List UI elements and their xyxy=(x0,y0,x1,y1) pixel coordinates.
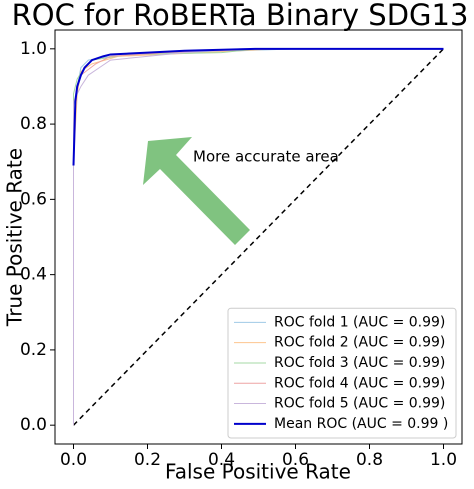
x-axis-label: False Positive Rate xyxy=(165,460,351,484)
legend-label: Mean ROC (AUC = 0.99 ) xyxy=(274,416,448,432)
annotation-arrow xyxy=(143,137,250,245)
roc-line xyxy=(72,47,444,166)
annotation: More accurate area xyxy=(193,148,339,166)
x-tick-label: 0.0 xyxy=(60,450,87,470)
y-tick-label: 0.0 xyxy=(20,415,47,435)
x-tick-label: 0.4 xyxy=(208,450,235,470)
y-tick-label: 0.4 xyxy=(20,265,47,285)
y-tick-label: 0.6 xyxy=(20,189,47,209)
x-tick-label: 0.6 xyxy=(282,450,309,470)
y-tick-label: 0.2 xyxy=(20,340,47,360)
x-tick-label: 1.0 xyxy=(430,450,457,470)
y-tick-label: 0.8 xyxy=(20,114,47,134)
legend-label: ROC fold 2 (AUC = 0.99) xyxy=(274,335,445,351)
y-tick-label: 1.0 xyxy=(20,39,47,59)
legend-box xyxy=(227,307,457,439)
legend-label: ROC fold 3 (AUC = 0.99) xyxy=(274,355,445,371)
x-tick-label: 0.8 xyxy=(356,450,383,470)
x-tick-label: 0.2 xyxy=(134,450,161,470)
legend-label: ROC fold 1 (AUC = 0.99) xyxy=(274,314,445,330)
y-axis-label: True Positive Rate xyxy=(3,148,27,327)
chance-line xyxy=(72,48,445,426)
chart-title: ROC for RoBERTa Binary SDG13 xyxy=(12,0,469,32)
legend-label: ROC fold 5 (AUC = 0.99) xyxy=(274,396,445,412)
plot-frame xyxy=(54,29,463,445)
legend-label: ROC fold 4 (AUC = 0.99) xyxy=(274,375,445,391)
